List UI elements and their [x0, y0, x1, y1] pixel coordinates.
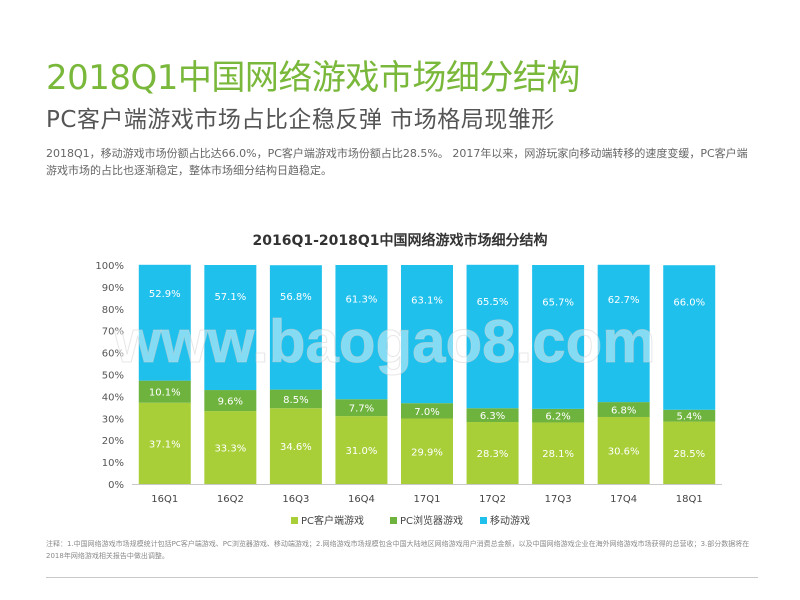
legend-label: 移动游戏 — [490, 514, 530, 527]
data-label: 28.3% — [477, 449, 509, 460]
y-tick-label: 20% — [102, 436, 124, 447]
data-label: 65.7% — [542, 297, 574, 308]
bar-segment — [335, 399, 388, 417]
bar-segment — [401, 403, 453, 419]
data-label: 57.1% — [214, 292, 246, 303]
data-label: 31.0% — [346, 446, 378, 457]
bar-segment — [532, 265, 585, 409]
y-tick-label: 100% — [95, 261, 124, 272]
bar-segment — [532, 422, 585, 484]
bar-segment — [663, 265, 716, 410]
bar-segment — [663, 409, 716, 422]
data-label: 61.3% — [346, 295, 378, 306]
bar-segment — [138, 264, 191, 381]
bar-segment — [532, 408, 585, 423]
bar-segment — [597, 264, 650, 403]
bar-segment — [138, 380, 191, 403]
x-tick-label: 16Q1 — [151, 494, 178, 505]
x-tick-label: 16Q2 — [217, 494, 244, 505]
data-label: 6.3% — [480, 411, 505, 422]
bar-segment — [138, 402, 191, 484]
bar-segment — [204, 411, 257, 484]
x-tick-label: 17Q2 — [479, 494, 506, 505]
data-label: 66.0% — [673, 298, 705, 309]
x-tick-label: 16Q3 — [282, 494, 309, 505]
data-label: 56.8% — [280, 292, 312, 303]
bar-segment — [401, 418, 453, 484]
data-label: 5.4% — [677, 412, 702, 423]
bar-segment — [597, 416, 650, 484]
bar-segment — [204, 265, 257, 391]
bar-segment — [466, 422, 519, 484]
data-label: 33.3% — [214, 444, 246, 455]
x-tick-label: 17Q3 — [545, 494, 572, 505]
data-label: 62.7% — [608, 295, 640, 306]
chart-title: 2016Q1-2018Q1中国网络游戏市场细分结构 — [252, 233, 548, 249]
data-label: 7.7% — [349, 404, 374, 415]
bottom-divider — [46, 577, 758, 578]
data-label: 9.6% — [218, 397, 243, 408]
data-label: 28.1% — [542, 449, 574, 460]
bar-segment — [269, 408, 322, 484]
bar-segment — [335, 265, 388, 400]
bar-segment — [335, 416, 388, 484]
data-label: 52.9% — [149, 289, 181, 300]
data-label: 6.2% — [545, 412, 570, 423]
bar-segment — [269, 265, 322, 390]
bar-segment — [663, 421, 716, 484]
page-subtitle: PC客户端游戏市场占比企稳反弹 市场格局现雏形 — [46, 107, 555, 133]
bar-segment — [597, 402, 650, 417]
data-label: 65.5% — [477, 297, 509, 308]
y-tick-label: 80% — [102, 305, 124, 316]
bar-segment — [466, 264, 519, 409]
y-tick-label: 70% — [102, 327, 124, 338]
data-label: 37.1% — [149, 439, 181, 450]
bar-segment — [466, 408, 519, 423]
footnote: 注释：1.中国网络游戏市场规模统计包括PC客户端游戏、PC浏览器游戏、移动端游戏… — [46, 540, 750, 560]
y-tick-label: 50% — [102, 371, 124, 382]
y-tick-label: 60% — [102, 349, 124, 360]
y-tick-label: 40% — [102, 392, 124, 403]
legend-swatch — [480, 517, 487, 524]
y-tick-label: 90% — [102, 283, 124, 294]
data-label: 10.1% — [149, 388, 181, 399]
legend-swatch — [390, 517, 397, 524]
data-label: 63.1% — [411, 296, 443, 307]
data-label: 8.5% — [283, 395, 308, 406]
data-label: 6.8% — [611, 406, 636, 417]
bar-segment — [269, 389, 322, 409]
x-tick-label: 17Q1 — [414, 494, 441, 505]
y-tick-label: 30% — [102, 414, 124, 425]
x-tick-label: 18Q1 — [676, 494, 703, 505]
x-tick-label: 17Q4 — [610, 494, 637, 505]
data-label: 7.0% — [414, 407, 439, 418]
y-tick-label: 10% — [102, 458, 124, 469]
page-title: 2018Q1中国网络游戏市场细分结构 — [46, 58, 580, 98]
y-tick-label: 0% — [108, 480, 124, 491]
legend-label: PC浏览器游戏 — [400, 514, 463, 527]
summary-text: 2018Q1，移动游戏市场份额占比达66.0%，PC客户端游戏市场份额占比28.… — [46, 147, 748, 177]
data-label: 29.9% — [411, 447, 443, 458]
data-label: 34.6% — [280, 442, 312, 453]
legend-swatch — [291, 517, 298, 524]
data-label: 28.5% — [673, 449, 705, 460]
legend-label: PC客户端游戏 — [301, 514, 364, 527]
x-tick-label: 16Q4 — [348, 494, 375, 505]
bar-segment — [401, 265, 453, 404]
data-label: 30.6% — [608, 446, 640, 457]
bar-segment — [204, 390, 257, 412]
